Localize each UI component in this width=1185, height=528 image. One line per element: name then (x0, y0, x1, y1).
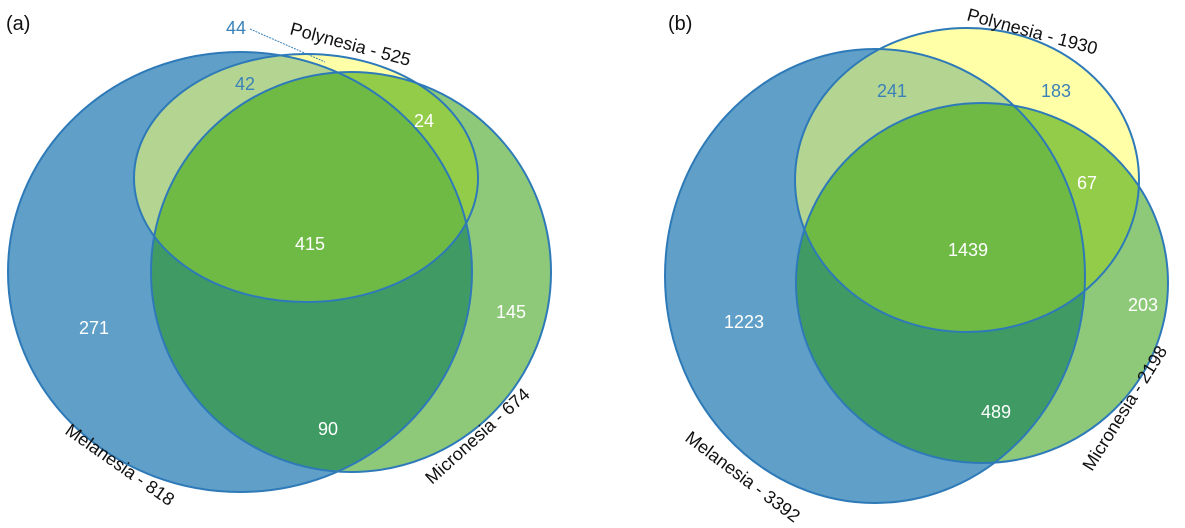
pol-mic-count-b: 67 (1077, 173, 1097, 193)
melanesia-only-count-b: 1223 (724, 312, 764, 332)
polynesia-only-count-a: 44 (226, 18, 246, 38)
micronesia-only-count-b: 203 (1128, 295, 1158, 315)
all-count-a: 415 (295, 234, 325, 254)
polynesia-only-leader-a (249, 28, 326, 63)
mel-pol-count-b: 241 (877, 81, 907, 101)
venn-panel-a: (a) 44 42 24 415 271 145 90 Polynesia - … (6, 13, 552, 510)
panel-b-tag: (b) (668, 13, 692, 35)
panel-a-tag: (a) (6, 13, 30, 35)
melanesia-only-count-a: 271 (79, 318, 109, 338)
micronesia-only-count-a: 145 (496, 302, 526, 322)
mel-pol-count-a: 42 (235, 74, 255, 94)
mel-mic-count-b: 489 (981, 402, 1011, 422)
polynesia-only-count-b: 183 (1041, 81, 1071, 101)
all-count-b: 1439 (948, 240, 988, 260)
pol-mic-count-a: 24 (414, 111, 434, 131)
mel-mic-count-a: 90 (318, 419, 338, 439)
venn-panel-b: (b) 241 183 67 1439 1223 203 489 Polynes… (664, 5, 1171, 526)
